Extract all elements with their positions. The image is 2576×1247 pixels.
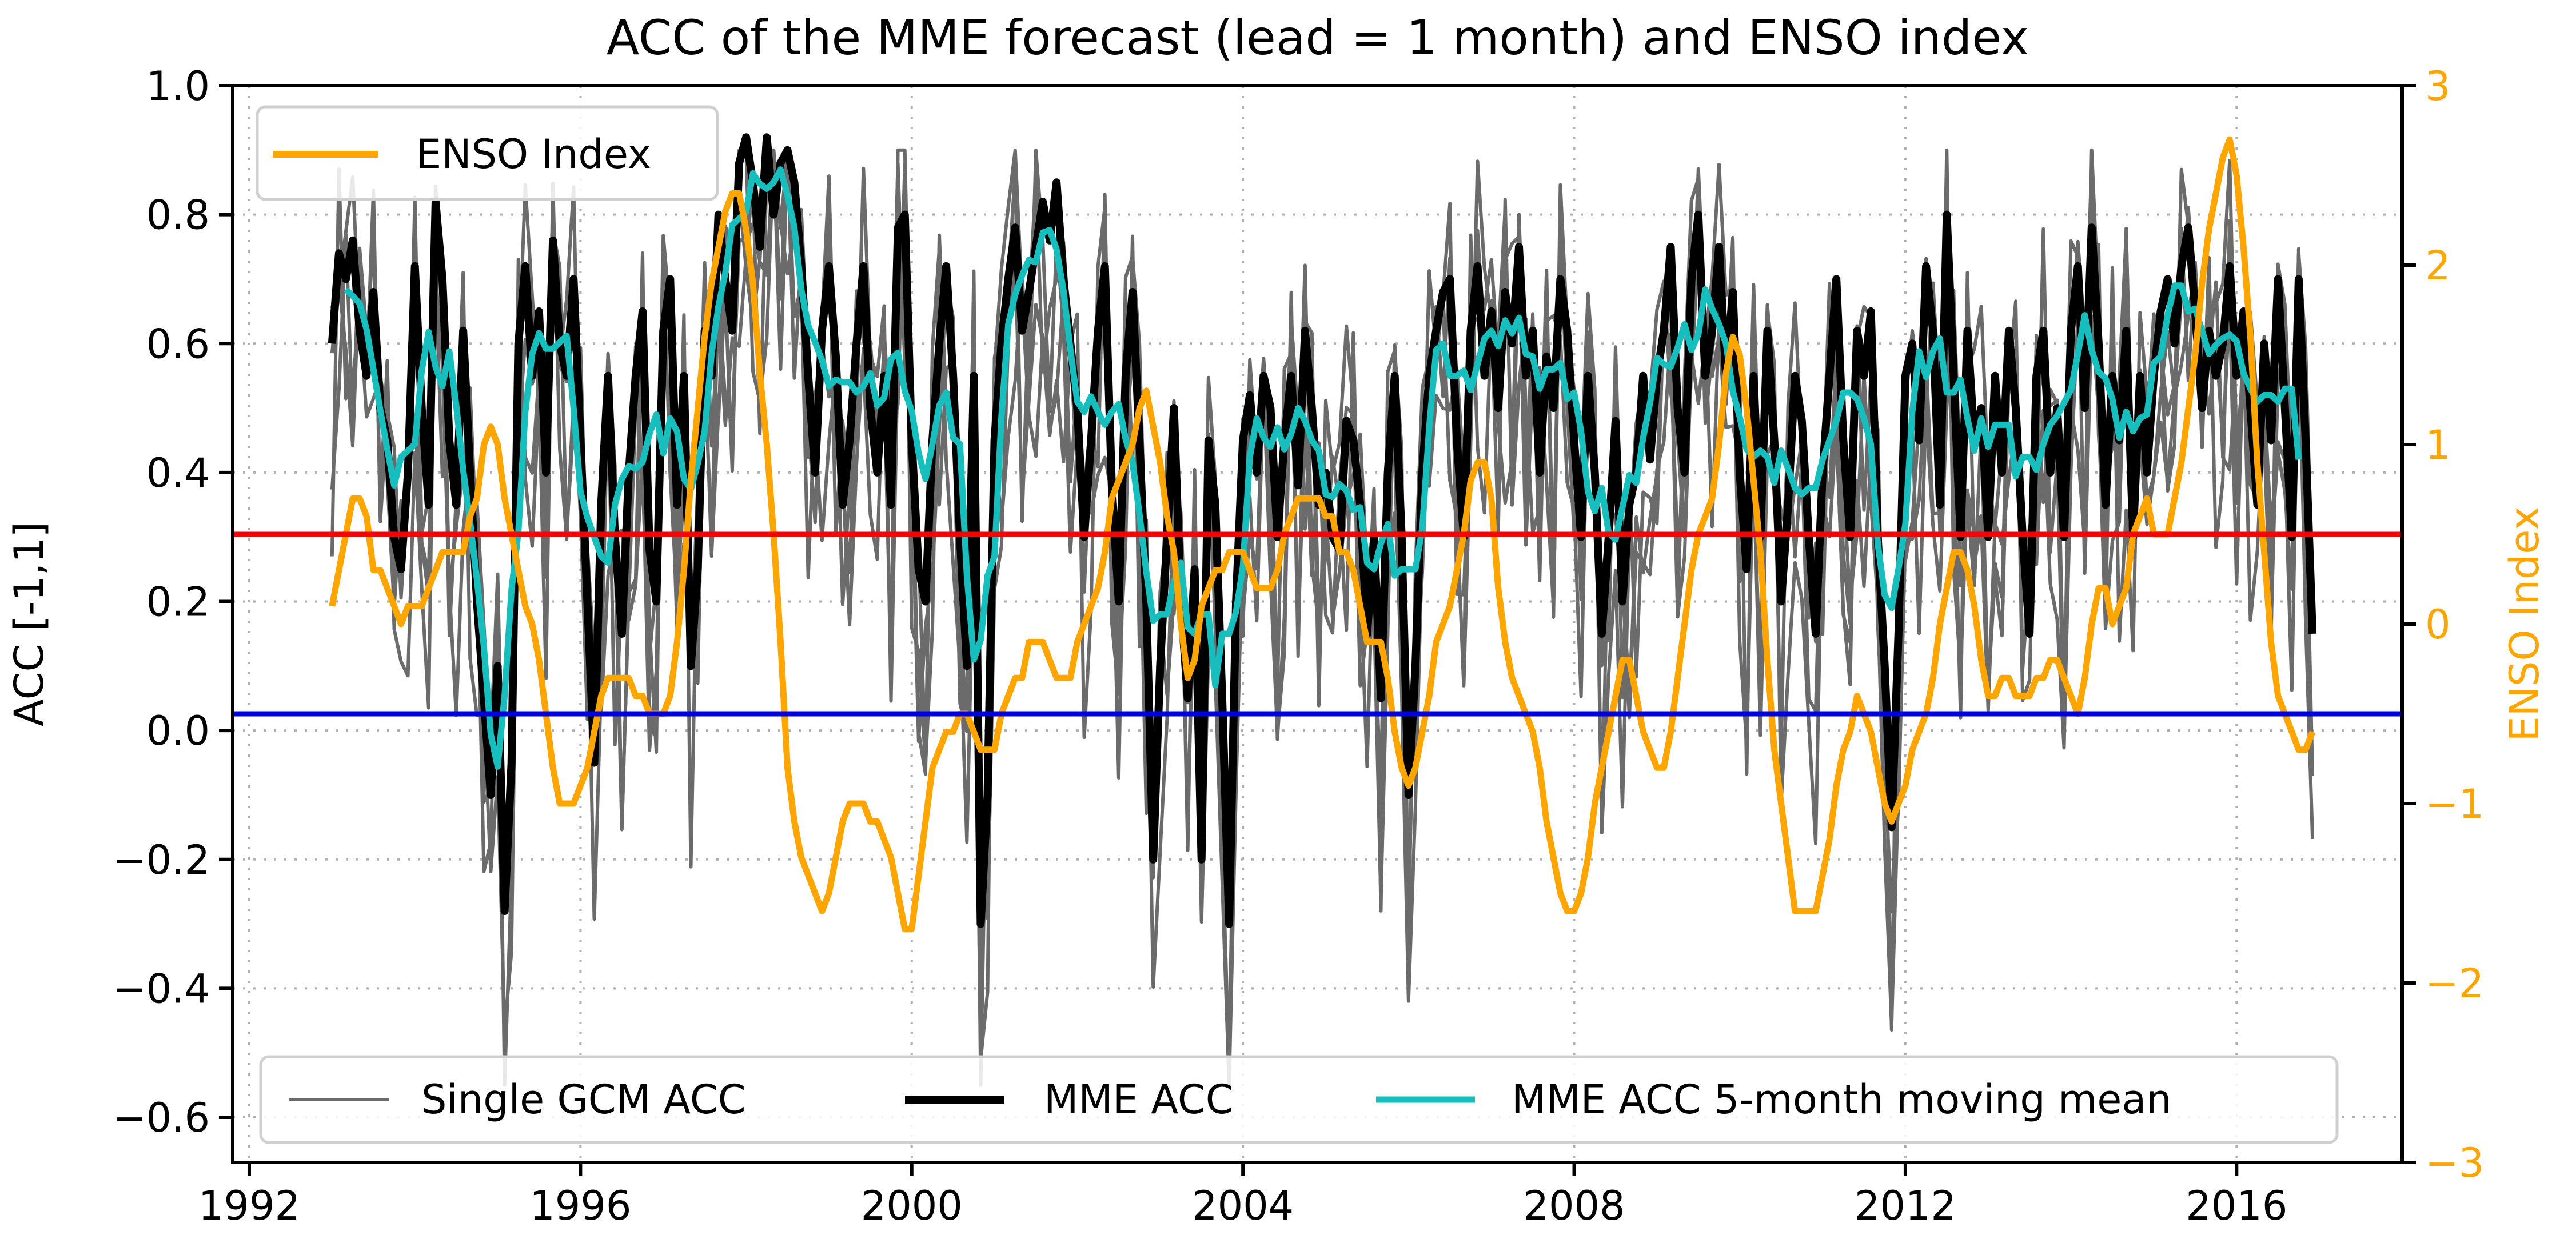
y2-tick-label: 1 [2425, 422, 2451, 469]
y2-tick-label: −3 [2425, 1140, 2484, 1186]
y-axis-label: ACC [-1,1] [6, 522, 53, 726]
x-tick-label: 2000 [861, 1182, 963, 1229]
y-tick-label: 1.0 [146, 63, 210, 110]
x-tick-label: 1992 [198, 1182, 300, 1229]
legend-mme-label: MME ACC [1044, 1076, 1234, 1123]
y2-axis-label: ENSO Index [2501, 506, 2548, 741]
y2-tick-label: 3 [2425, 63, 2451, 110]
series-layer [233, 133, 2402, 1087]
legend-enso-label: ENSO Index [416, 131, 651, 178]
y-tick-label: 0.0 [146, 708, 210, 754]
y2-tick-label: 2 [2425, 242, 2451, 289]
chart-title: ACC of the MME forecast (lead = 1 month)… [607, 10, 2029, 66]
y2-tick-label: 0 [2425, 601, 2451, 648]
x-tick-label: 2016 [2186, 1182, 2287, 1229]
y-tick-label: −0.6 [113, 1094, 210, 1141]
mme-moving-mean-line [344, 166, 2302, 770]
plot-frame [231, 84, 2404, 1164]
x-tick-label: 2012 [1855, 1182, 1956, 1229]
legend-bottom: Single GCM ACC MME ACC MME ACC 5-month m… [259, 1055, 2339, 1144]
y-tick-label: 0.6 [146, 321, 210, 367]
y-tick-label: 0.2 [146, 579, 210, 626]
y-tick-label: −0.4 [113, 965, 210, 1012]
y2-tick-label: −2 [2425, 960, 2484, 1007]
y-tick-label: 0.8 [146, 192, 210, 239]
y-tick-label: −0.2 [113, 837, 210, 884]
legend-gcm-label: Single GCM ACC [421, 1076, 746, 1123]
legend-top-box [256, 105, 719, 201]
x-tick-label: 1996 [529, 1182, 631, 1229]
x-tick-label: 2004 [1192, 1182, 1294, 1229]
legend-top: ENSO Index [256, 105, 719, 201]
legend-mean-label: MME ACC 5-month moving mean [1512, 1076, 2172, 1123]
x-tick-label: 2008 [1523, 1182, 1625, 1229]
y-tick-label: 0.4 [146, 450, 210, 497]
legend-bottom-box [259, 1055, 2339, 1144]
axes: 1992 1996 2000 2004 2008 2012 2016 −0.6 −0.4 −0.2… [113, 63, 2484, 1229]
y2-tick-label: −1 [2425, 781, 2484, 828]
